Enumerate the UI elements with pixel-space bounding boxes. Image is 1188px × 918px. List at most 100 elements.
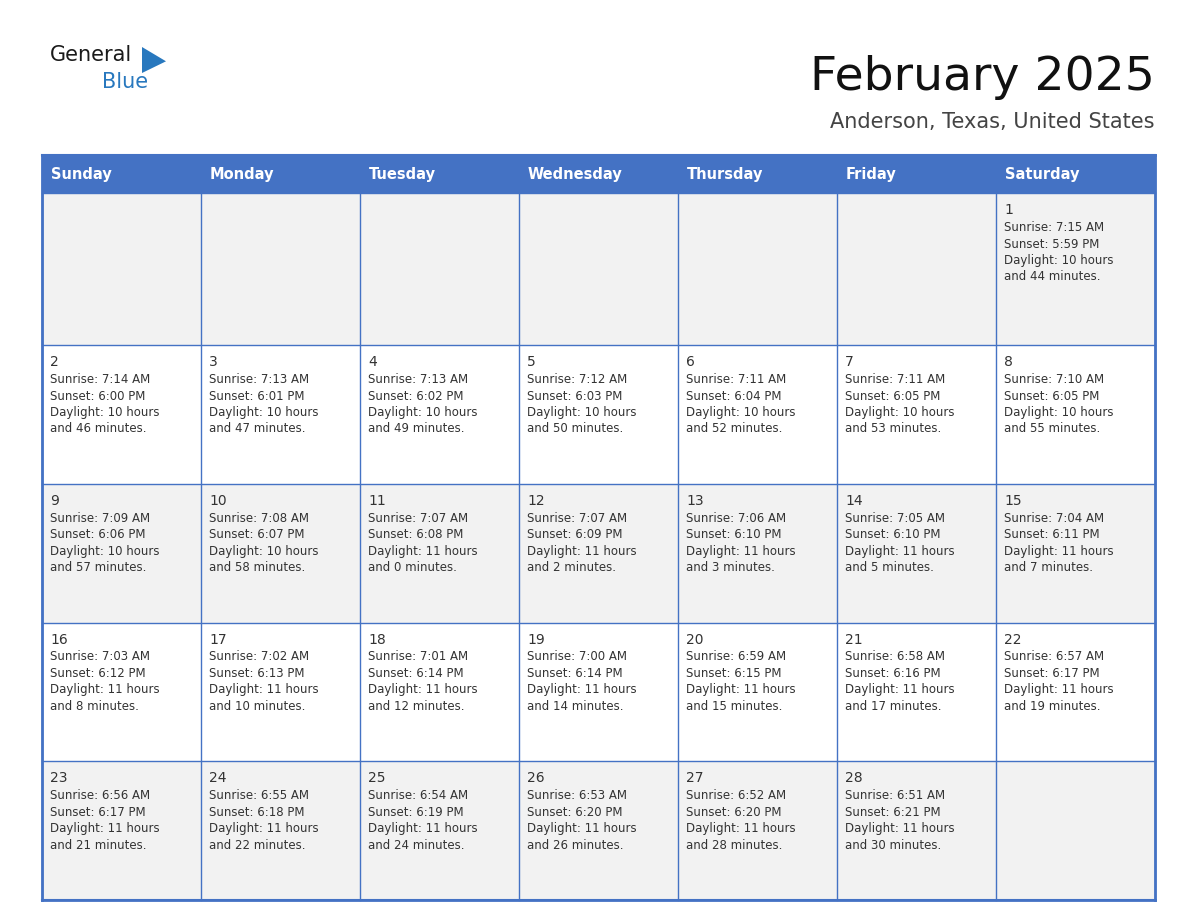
- Text: Sunrise: 7:01 AM: Sunrise: 7:01 AM: [368, 651, 468, 664]
- Bar: [360, 345, 519, 484]
- Bar: [678, 761, 838, 900]
- Text: and 49 minutes.: and 49 minutes.: [368, 422, 465, 435]
- Text: 23: 23: [50, 771, 68, 785]
- Text: Sunset: 6:12 PM: Sunset: 6:12 PM: [50, 667, 146, 680]
- Text: Daylight: 11 hours: Daylight: 11 hours: [50, 684, 159, 697]
- Bar: [996, 345, 1155, 484]
- Bar: [42, 345, 201, 484]
- Text: Sunset: 6:18 PM: Sunset: 6:18 PM: [209, 806, 304, 819]
- Text: 21: 21: [845, 633, 862, 646]
- Text: 8: 8: [1004, 355, 1013, 369]
- Text: and 26 minutes.: and 26 minutes.: [527, 839, 624, 852]
- Text: Sunset: 6:05 PM: Sunset: 6:05 PM: [845, 389, 941, 402]
- Text: and 30 minutes.: and 30 minutes.: [845, 839, 941, 852]
- Text: 12: 12: [527, 494, 544, 508]
- Text: Daylight: 11 hours: Daylight: 11 hours: [1004, 684, 1113, 697]
- Text: Sunset: 6:00 PM: Sunset: 6:00 PM: [50, 389, 145, 402]
- Bar: [42, 484, 201, 622]
- Text: 16: 16: [50, 633, 68, 646]
- Bar: [678, 622, 838, 761]
- Text: Daylight: 11 hours: Daylight: 11 hours: [209, 823, 318, 835]
- Text: Sunset: 6:15 PM: Sunset: 6:15 PM: [685, 667, 782, 680]
- Bar: [360, 193, 519, 345]
- Text: Wednesday: Wednesday: [527, 166, 623, 182]
- Bar: [996, 622, 1155, 761]
- Text: Thursday: Thursday: [687, 166, 764, 182]
- Text: Daylight: 10 hours: Daylight: 10 hours: [209, 406, 318, 419]
- Bar: [996, 484, 1155, 622]
- Text: and 19 minutes.: and 19 minutes.: [1004, 700, 1100, 713]
- Bar: [201, 761, 360, 900]
- Text: and 24 minutes.: and 24 minutes.: [368, 839, 465, 852]
- Bar: [201, 484, 360, 622]
- Text: 6: 6: [685, 355, 695, 369]
- Text: Sunrise: 6:52 AM: Sunrise: 6:52 AM: [685, 789, 786, 802]
- Text: Sunset: 6:04 PM: Sunset: 6:04 PM: [685, 389, 782, 402]
- Text: and 12 minutes.: and 12 minutes.: [368, 700, 465, 713]
- Text: and 10 minutes.: and 10 minutes.: [209, 700, 305, 713]
- Text: Sunset: 6:10 PM: Sunset: 6:10 PM: [845, 528, 941, 542]
- Text: 19: 19: [527, 633, 545, 646]
- Text: 27: 27: [685, 771, 703, 785]
- Text: Sunset: 6:07 PM: Sunset: 6:07 PM: [209, 528, 304, 542]
- Text: and 21 minutes.: and 21 minutes.: [50, 839, 146, 852]
- Text: Sunrise: 7:12 AM: Sunrise: 7:12 AM: [527, 373, 627, 386]
- Text: Sunset: 6:03 PM: Sunset: 6:03 PM: [527, 389, 623, 402]
- Text: Sunrise: 7:09 AM: Sunrise: 7:09 AM: [50, 511, 150, 525]
- Text: Sunrise: 6:53 AM: Sunrise: 6:53 AM: [527, 789, 627, 802]
- Text: and 2 minutes.: and 2 minutes.: [527, 561, 617, 575]
- Text: 26: 26: [527, 771, 544, 785]
- Bar: [838, 345, 996, 484]
- Text: 7: 7: [845, 355, 854, 369]
- Text: 24: 24: [209, 771, 227, 785]
- Text: 22: 22: [1004, 633, 1022, 646]
- Text: 1: 1: [1004, 203, 1013, 217]
- Text: Sunrise: 7:11 AM: Sunrise: 7:11 AM: [685, 373, 786, 386]
- Text: 11: 11: [368, 494, 386, 508]
- Bar: [42, 193, 201, 345]
- Text: Sunset: 6:20 PM: Sunset: 6:20 PM: [685, 806, 782, 819]
- Text: Anderson, Texas, United States: Anderson, Texas, United States: [830, 112, 1155, 132]
- Text: Daylight: 10 hours: Daylight: 10 hours: [368, 406, 478, 419]
- Text: and 7 minutes.: and 7 minutes.: [1004, 561, 1093, 575]
- Text: Sunset: 5:59 PM: Sunset: 5:59 PM: [1004, 238, 1099, 251]
- Bar: [360, 484, 519, 622]
- Text: Daylight: 10 hours: Daylight: 10 hours: [845, 406, 954, 419]
- Text: Daylight: 11 hours: Daylight: 11 hours: [50, 823, 159, 835]
- Polygon shape: [143, 47, 166, 73]
- Text: 25: 25: [368, 771, 385, 785]
- Bar: [838, 622, 996, 761]
- Text: Daylight: 10 hours: Daylight: 10 hours: [50, 406, 159, 419]
- Text: Sunrise: 7:02 AM: Sunrise: 7:02 AM: [209, 651, 309, 664]
- Bar: [678, 193, 838, 345]
- Text: Sunset: 6:16 PM: Sunset: 6:16 PM: [845, 667, 941, 680]
- Bar: [996, 193, 1155, 345]
- Text: and 5 minutes.: and 5 minutes.: [845, 561, 934, 575]
- Text: and 57 minutes.: and 57 minutes.: [50, 561, 146, 575]
- Text: Sunrise: 7:05 AM: Sunrise: 7:05 AM: [845, 511, 944, 525]
- Text: Sunrise: 7:06 AM: Sunrise: 7:06 AM: [685, 511, 786, 525]
- Bar: [42, 155, 1155, 193]
- Text: Sunrise: 7:07 AM: Sunrise: 7:07 AM: [368, 511, 468, 525]
- Text: 18: 18: [368, 633, 386, 646]
- Text: Daylight: 11 hours: Daylight: 11 hours: [527, 544, 637, 558]
- Text: Sunrise: 6:51 AM: Sunrise: 6:51 AM: [845, 789, 946, 802]
- Bar: [838, 193, 996, 345]
- Text: Sunrise: 7:00 AM: Sunrise: 7:00 AM: [527, 651, 627, 664]
- Text: and 53 minutes.: and 53 minutes.: [845, 422, 941, 435]
- Text: Daylight: 10 hours: Daylight: 10 hours: [209, 544, 318, 558]
- Text: and 28 minutes.: and 28 minutes.: [685, 839, 783, 852]
- Bar: [519, 484, 678, 622]
- Text: 20: 20: [685, 633, 703, 646]
- Text: Daylight: 11 hours: Daylight: 11 hours: [685, 684, 796, 697]
- Bar: [42, 622, 201, 761]
- Text: 2: 2: [50, 355, 58, 369]
- Text: Sunday: Sunday: [51, 166, 112, 182]
- Text: 28: 28: [845, 771, 862, 785]
- Text: Sunset: 6:14 PM: Sunset: 6:14 PM: [527, 667, 623, 680]
- Bar: [838, 761, 996, 900]
- Text: 5: 5: [527, 355, 536, 369]
- Text: Sunrise: 7:11 AM: Sunrise: 7:11 AM: [845, 373, 946, 386]
- Text: Sunset: 6:19 PM: Sunset: 6:19 PM: [368, 806, 463, 819]
- Text: Saturday: Saturday: [1005, 166, 1080, 182]
